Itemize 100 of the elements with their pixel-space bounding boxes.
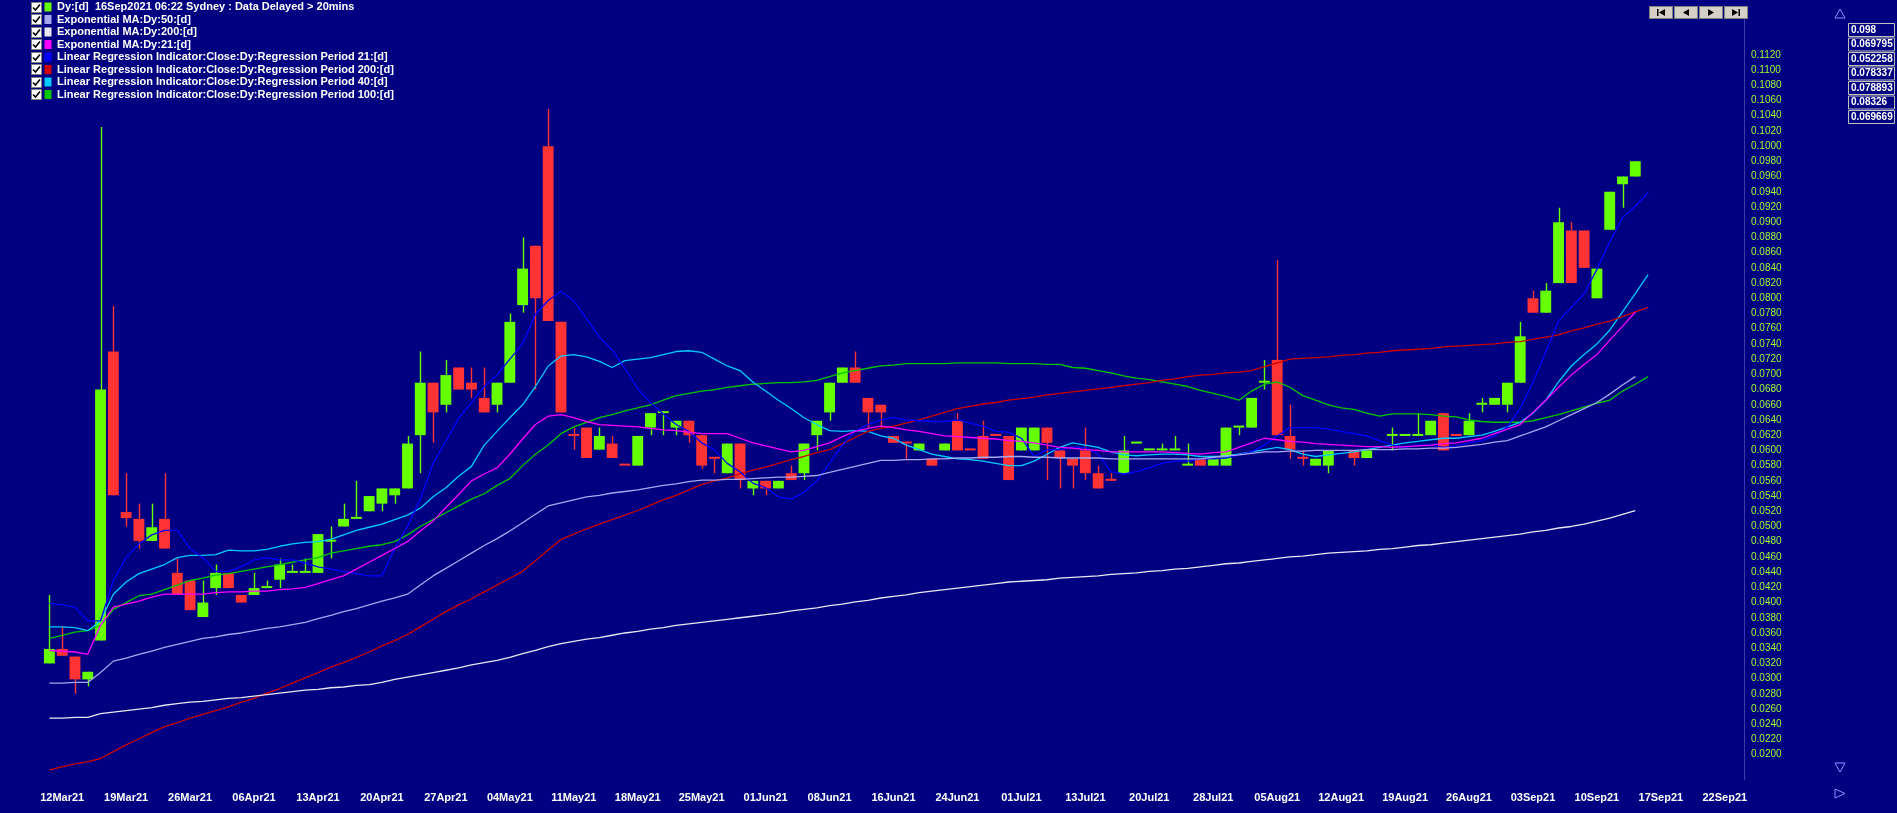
x-tick-label: 25May21 [678, 791, 725, 804]
x-tick-label: 27Apr21 [424, 791, 468, 804]
candlestick [1617, 175, 1628, 209]
y-tick-label: 0.0980 [1751, 155, 1783, 167]
candlestick [1079, 426, 1091, 481]
candlestick [849, 350, 861, 384]
x-tick-label: 11May21 [551, 791, 597, 804]
y-tick-label: 0.0240 [1751, 718, 1783, 730]
y-tick-label: 0.0720 [1751, 352, 1783, 364]
y-tick-label: 0.0820 [1751, 276, 1783, 288]
y-tick-label: 0.0480 [1751, 535, 1783, 547]
y-tick-label: 0.0500 [1751, 520, 1783, 532]
x-tick-label: 13Jul21 [1065, 791, 1106, 804]
candlestick [43, 594, 55, 665]
x-tick-label: 13Apr21 [296, 791, 340, 804]
legend-label: Linear Regression Indicator:Close:Dy:Regression Period 40:[d] [57, 75, 389, 88]
y-tick-label: 0.0400 [1751, 596, 1783, 608]
y-tick-label: 0.0880 [1751, 231, 1783, 243]
y-tick-label: 0.1060 [1751, 94, 1783, 106]
text: 0.078893 [1851, 81, 1894, 93]
candlestick [171, 557, 183, 596]
y-tick-label: 0.0200 [1751, 748, 1783, 760]
x-tick-label: 06Apr21 [232, 791, 276, 804]
x-tick-label: 04May21 [486, 791, 533, 804]
legend-label: Exponential MA:Dy:200:[d] [57, 25, 198, 38]
candlestick [645, 412, 656, 436]
x-tick-label: 05Aug21 [1254, 791, 1301, 804]
y-tick-label: 0.0640 [1751, 413, 1783, 425]
text: 0.098 [1851, 23, 1877, 35]
y-tick-label: 0.1040 [1751, 109, 1783, 121]
x-tick-label: 18May21 [614, 791, 661, 804]
x-tick-label: 12Aug21 [1318, 791, 1365, 804]
text: 0.069669 [1851, 110, 1894, 122]
y-tick-label: 0.1020 [1751, 124, 1783, 136]
x-tick-label: 19Aug21 [1382, 791, 1429, 804]
x-tick-label: 28Jul21 [1193, 791, 1234, 804]
candlestick [197, 579, 209, 618]
legend-label: Exponential MA:Dy:50:[d] [57, 12, 192, 25]
candlestick [274, 557, 286, 589]
text: 0.078337 [1851, 67, 1894, 79]
y-tick-label: 0.0260 [1751, 702, 1783, 714]
y-tick-label: 0.0660 [1751, 398, 1783, 410]
x-tick-label: 10Sep21 [1574, 791, 1620, 804]
y-tick-label: 0.0440 [1751, 565, 1783, 577]
candlestick [350, 480, 362, 520]
y-tick-label: 0.0280 [1751, 687, 1783, 699]
x-tick-label: 22Sep21 [1702, 791, 1748, 804]
candlestick [466, 366, 477, 399]
y-tick-label: 0.0700 [1751, 368, 1783, 380]
candlestick [568, 426, 580, 451]
candlestick [1182, 442, 1194, 467]
y-tick-label: 0.0560 [1751, 474, 1783, 486]
candlestick [491, 382, 503, 414]
x-tick-label: 26Mar21 [168, 791, 213, 804]
candlestick [210, 563, 222, 596]
y-tick-label: 0.0860 [1751, 246, 1783, 258]
candlestick [1540, 282, 1552, 314]
candlestick [862, 397, 874, 429]
candlestick [120, 472, 132, 528]
y-tick-label: 0.0780 [1751, 307, 1783, 319]
x-tick-label: 01Jul21 [1001, 791, 1042, 804]
x-tick-label: 24Jun21 [935, 791, 980, 804]
y-tick-label: 0.0460 [1751, 550, 1783, 562]
x-tick-label: 17Sep21 [1638, 791, 1684, 804]
x-tick-label: 16Jun21 [871, 791, 916, 804]
x-tick-label: 26Aug21 [1446, 791, 1492, 804]
y-tick-label: 0.1100 [1751, 63, 1782, 75]
y-tick-label: 0.0420 [1751, 581, 1783, 593]
legend-label: Exponential MA:Dy:21:[d] [57, 37, 192, 50]
candlestick [1041, 426, 1053, 481]
y-tick-label: 0.1120 [1751, 48, 1782, 60]
candlestick [453, 366, 465, 391]
candlestick [478, 366, 490, 414]
y-tick-label: 0.0600 [1751, 444, 1783, 456]
x-tick-label: 08Jun21 [807, 791, 852, 804]
candlestick [1386, 426, 1398, 452]
y-tick-label: 0.0360 [1751, 626, 1783, 638]
y-tick-label: 0.0380 [1751, 611, 1783, 623]
legend-label: Linear Regression Indicator:Close:Dy:Regression Period 100:[d] [57, 87, 395, 100]
y-tick-label: 0.0580 [1751, 459, 1783, 471]
y-tick-label: 0.0680 [1751, 383, 1783, 395]
text: 0.052258 [1851, 52, 1894, 64]
y-tick-label: 0.0300 [1751, 672, 1783, 684]
legend-label: Dy:[d] 16Sep2021 06:22 Sydney : Data Delayed > 20mins [57, 0, 355, 13]
x-tick-label: 01Jun21 [743, 791, 788, 804]
y-tick-label: 0.0340 [1751, 641, 1783, 653]
y-tick-label: 0.0740 [1751, 337, 1783, 349]
y-tick-label: 0.0800 [1751, 292, 1783, 304]
x-tick-label: 19Mar21 [104, 791, 149, 804]
y-tick-label: 0.0900 [1751, 215, 1783, 227]
x-tick-label: 03Sep21 [1510, 791, 1556, 804]
y-tick-label: 0.0940 [1751, 185, 1783, 197]
candlestick [133, 502, 145, 550]
y-tick-label: 0.0540 [1751, 489, 1783, 501]
y-tick-label: 0.0840 [1751, 261, 1783, 273]
candlestick [146, 502, 158, 542]
y-tick-label: 0.1000 [1751, 139, 1783, 151]
y-tick-label: 0.0920 [1751, 200, 1783, 212]
x-tick-label: 20Apr21 [360, 791, 404, 804]
y-tick-label: 0.0960 [1751, 170, 1783, 182]
